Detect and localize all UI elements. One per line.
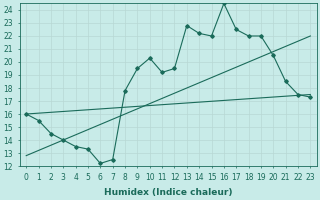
- X-axis label: Humidex (Indice chaleur): Humidex (Indice chaleur): [104, 188, 233, 197]
